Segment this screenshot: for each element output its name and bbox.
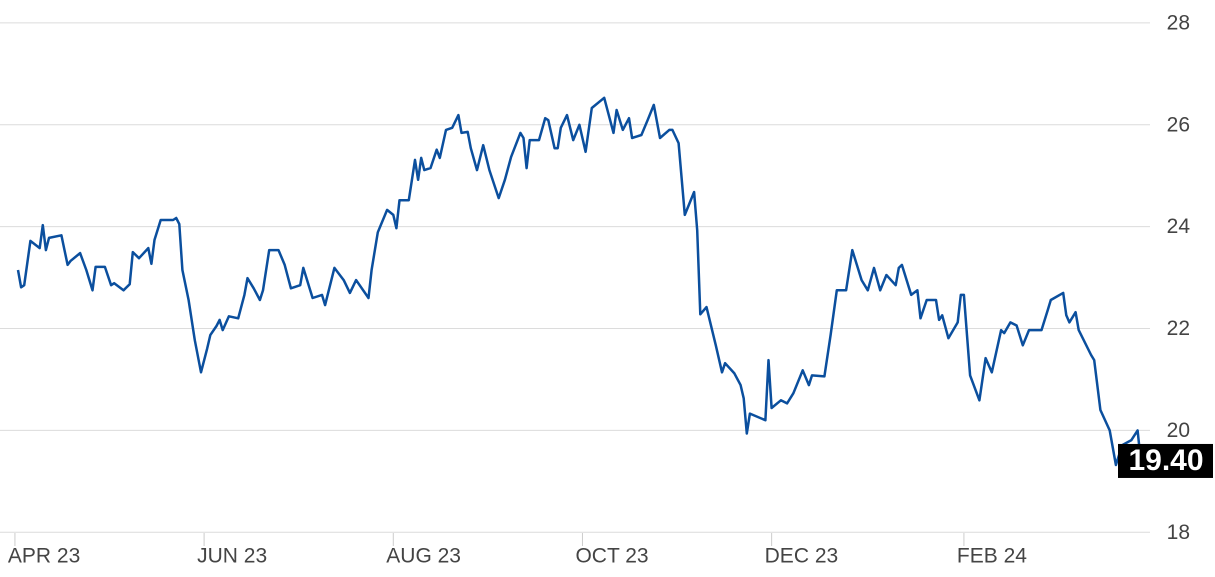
price-line xyxy=(16,96,1145,467)
y-tick-label: 18 xyxy=(1167,521,1190,544)
x-tick-label: AUG 23 xyxy=(386,545,461,568)
y-tick-label: 26 xyxy=(1167,113,1190,136)
y-tick-label: 28 xyxy=(1167,11,1190,34)
last-value-box xyxy=(1118,443,1213,478)
x-tick-label: FEB 24 xyxy=(957,545,1027,568)
x-tick-label: OCT 23 xyxy=(575,545,648,568)
x-tick-label: DEC 23 xyxy=(765,545,839,568)
y-tick-label: 24 xyxy=(1167,215,1191,238)
x-tick-label: APR 23 xyxy=(8,545,80,568)
y-tick-label: 20 xyxy=(1167,419,1190,442)
x-tick-label: JUN 23 xyxy=(197,545,267,568)
last-value-label: 19.40 xyxy=(1128,444,1203,477)
y-tick-label: 22 xyxy=(1167,317,1190,340)
